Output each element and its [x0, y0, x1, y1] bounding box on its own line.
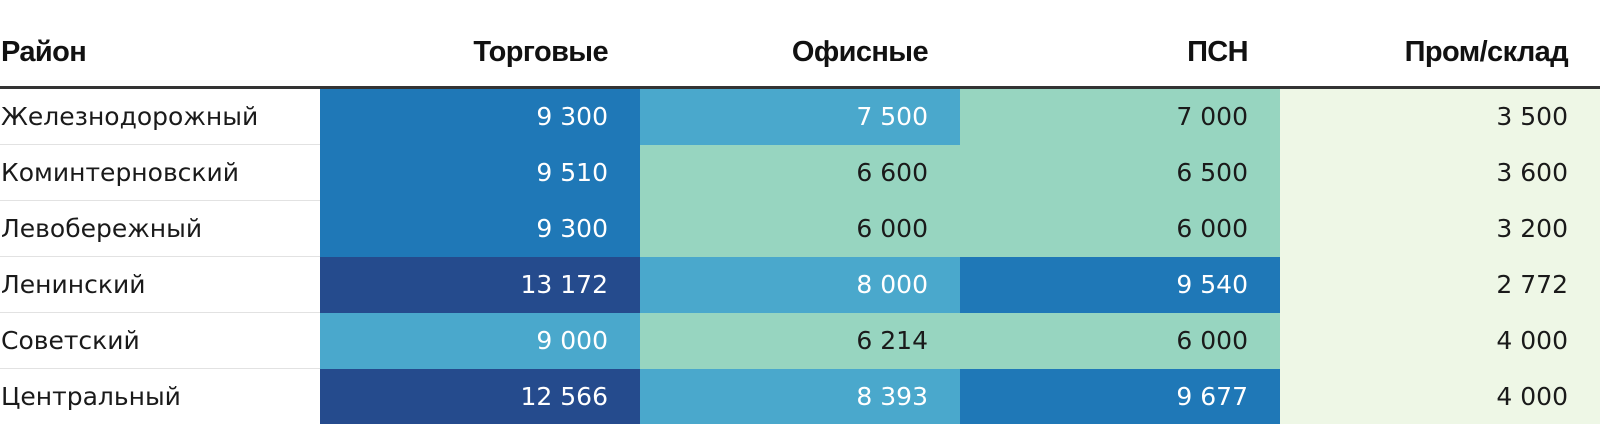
heat-cell: 6 000	[960, 200, 1280, 257]
table-row: Левобережный 9 300 6 000 6 000 3 200	[0, 200, 1600, 257]
district-name: Коминтерновский	[0, 144, 320, 201]
district-name: Левобережный	[0, 200, 320, 257]
heat-cell: 8 393	[640, 368, 960, 424]
district-name: Ленинский	[0, 256, 320, 313]
heat-cell: 3 500	[1280, 87, 1600, 145]
heat-cell: 2 772	[1280, 256, 1600, 313]
heat-cell: 9 510	[320, 144, 640, 201]
heat-cell: 6 600	[640, 144, 960, 201]
heatmap-table: Район Торговые Офисные ПСН Пром/склад Же…	[0, 18, 1600, 424]
heat-cell: 9 540	[960, 256, 1280, 313]
heat-cell: 9 300	[320, 87, 640, 145]
heat-cell: 3 200	[1280, 200, 1600, 257]
heat-cell: 7 000	[960, 87, 1280, 145]
table-row: Центральный 12 566 8 393 9 677 4 000	[0, 368, 1600, 424]
table-row: Ленинский 13 172 8 000 9 540 2 772	[0, 256, 1600, 313]
header-row: Район Торговые Офисные ПСН Пром/склад	[0, 18, 1600, 89]
heat-cell: 4 000	[1280, 312, 1600, 369]
district-name: Советский	[0, 312, 320, 369]
heat-cell: 6 000	[960, 312, 1280, 369]
column-header-psn: ПСН	[960, 18, 1280, 89]
heat-cell: 13 172	[320, 256, 640, 313]
column-header-retail: Торговые	[320, 18, 640, 89]
heat-cell: 6 000	[640, 200, 960, 257]
column-header-industrial: Пром/склад	[1280, 18, 1600, 89]
table-row: Коминтерновский 9 510 6 600 6 500 3 600	[0, 144, 1600, 201]
heat-cell: 12 566	[320, 368, 640, 424]
column-header-office: Офисные	[640, 18, 960, 89]
heat-cell: 7 500	[640, 87, 960, 145]
heat-cell: 4 000	[1280, 368, 1600, 424]
column-header-district: Район	[0, 18, 320, 89]
heat-cell: 9 677	[960, 368, 1280, 424]
district-name: Центральный	[1, 382, 181, 411]
heat-cell: 9 000	[320, 312, 640, 369]
heat-cell: 9 300	[320, 200, 640, 257]
heat-cell: 6 214	[640, 312, 960, 369]
table-row: Советский 9 000 6 214 6 000 4 000	[0, 312, 1600, 369]
heat-cell: 3 600	[1280, 144, 1600, 201]
table-row: Железнодорожный 9 300 7 500 7 000 3 500	[0, 87, 1600, 145]
heat-cell: 8 000	[640, 256, 960, 313]
district-name: Железнодорожный	[0, 87, 320, 145]
heat-cell: 6 500	[960, 144, 1280, 201]
